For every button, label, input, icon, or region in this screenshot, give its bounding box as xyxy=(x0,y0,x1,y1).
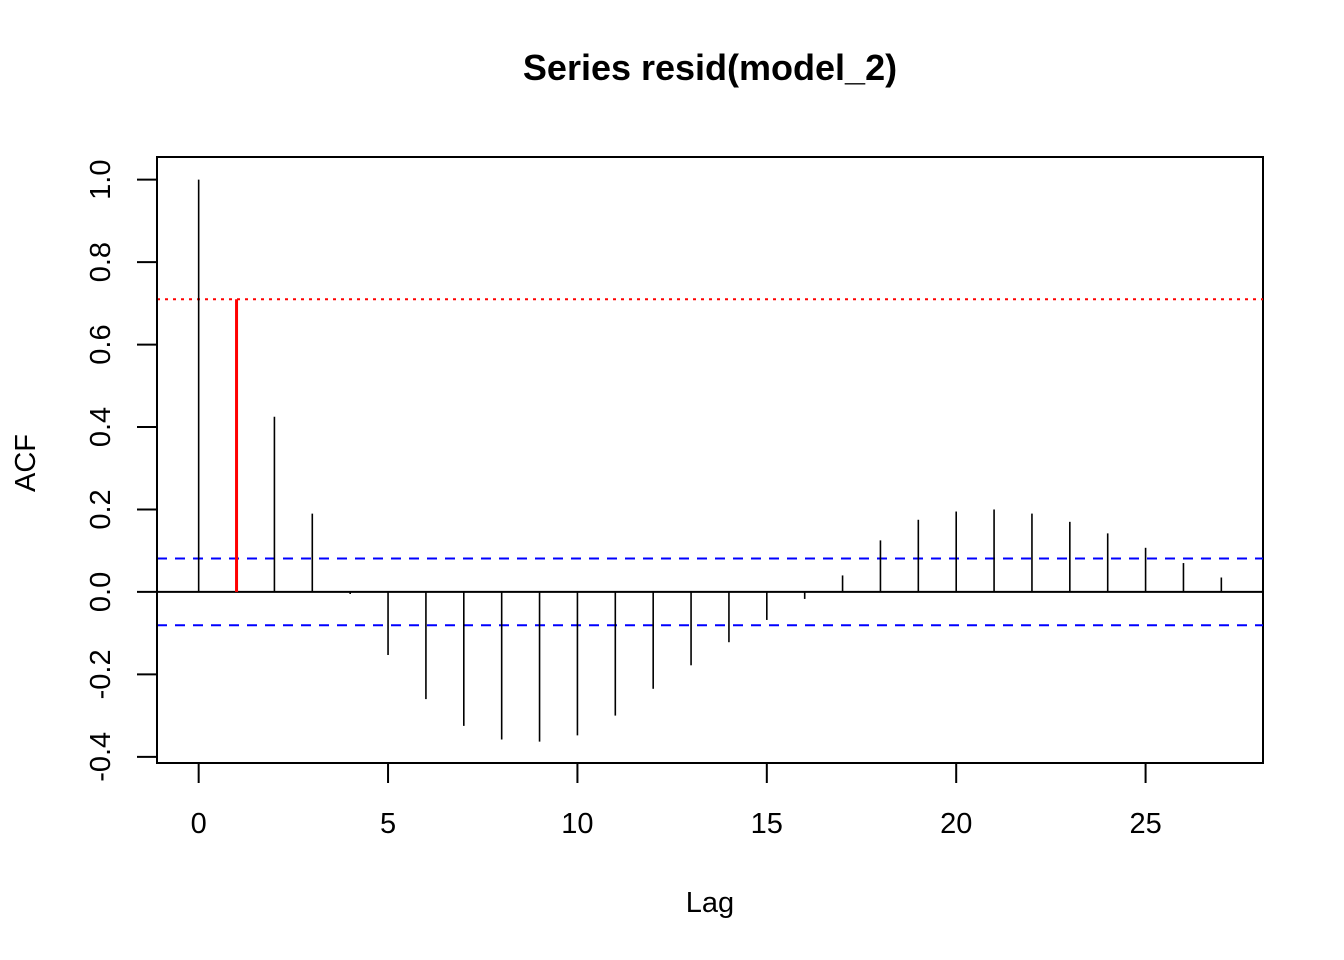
x-axis-label: Lag xyxy=(686,887,734,919)
y-tick-label: 0.8 xyxy=(85,242,117,282)
y-tick-label: 0.4 xyxy=(85,407,117,447)
x-tick-label: 20 xyxy=(940,808,972,840)
y-tick-label: 0.0 xyxy=(85,572,117,612)
x-tick-label: 0 xyxy=(191,808,207,840)
y-tick-label: 0.2 xyxy=(85,489,117,529)
x-tick-label: 25 xyxy=(1129,808,1161,840)
y-tick-label: -0.2 xyxy=(85,649,117,699)
plot-frame xyxy=(156,156,1264,764)
y-tick-label: -0.4 xyxy=(85,732,117,782)
chart-title: Series resid(model_2) xyxy=(523,47,897,88)
y-tick-label: 0.6 xyxy=(85,324,117,364)
x-tick-label: 15 xyxy=(751,808,783,840)
y-axis-label: ACF xyxy=(10,434,42,492)
x-tick-label: 5 xyxy=(380,808,396,840)
x-tick-label: 10 xyxy=(561,808,593,840)
y-tick-label: 1.0 xyxy=(85,160,117,200)
